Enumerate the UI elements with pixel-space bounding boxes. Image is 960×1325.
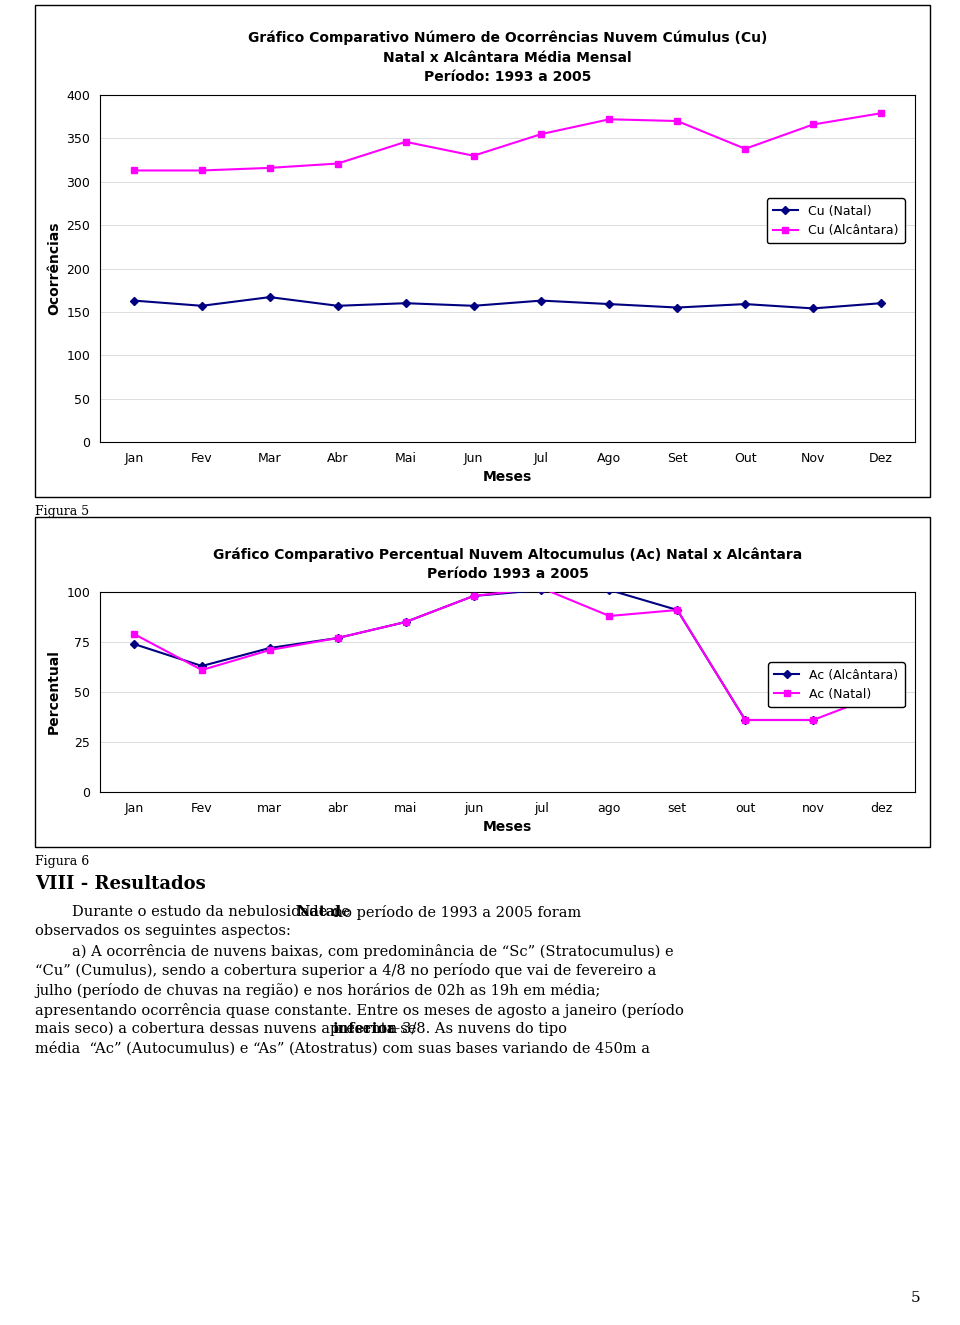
Text: a 3/8. As nuvens do tipo: a 3/8. As nuvens do tipo [384, 1022, 567, 1036]
Y-axis label: Percentual: Percentual [47, 649, 60, 734]
Text: Natal: Natal [297, 905, 342, 920]
Text: inferior: inferior [332, 1022, 396, 1036]
Text: VIII - Resultados: VIII - Resultados [35, 874, 205, 893]
Text: mais seco) a cobertura dessas nuvens apresenta-se: mais seco) a cobertura dessas nuvens apr… [35, 1022, 421, 1036]
Text: Figura 5: Figura 5 [35, 505, 89, 518]
Text: a) A ocorrência de nuvens baixas, com predominância de “Sc” (Stratocumulus) e: a) A ocorrência de nuvens baixas, com pr… [35, 943, 674, 959]
Text: julho (período de chuvas na região) e nos horários de 02h as 19h em média;: julho (período de chuvas na região) e no… [35, 983, 600, 998]
Text: 5: 5 [910, 1291, 920, 1305]
Text: apresentando ocorrência quase constante. Entre os meses de agosto a janeiro (per: apresentando ocorrência quase constante.… [35, 1003, 684, 1018]
X-axis label: Meses: Meses [483, 470, 532, 484]
Text: média  “Ac” (Autocumulus) e “As” (Atostratus) com suas bases variando de 450m a: média “Ac” (Autocumulus) e “As” (Atostra… [35, 1041, 650, 1056]
Title: Gráfico Comparativo Número de Ocorrências Nuvem Cúmulus (Cu)
Natal x Alcântara M: Gráfico Comparativo Número de Ocorrência… [248, 30, 767, 83]
Text: observados os seguintes aspectos:: observados os seguintes aspectos: [35, 925, 291, 938]
Legend: Ac (Alcântara), Ac (Natal): Ac (Alcântara), Ac (Natal) [768, 662, 904, 708]
Text: “Cu” (Cumulus), sendo a cobertura superior a 4/8 no período que vai de fevereiro: “Cu” (Cumulus), sendo a cobertura superi… [35, 963, 657, 978]
Text: Figura 6: Figura 6 [35, 855, 89, 868]
Y-axis label: Ocorrências: Ocorrências [47, 221, 60, 315]
X-axis label: Meses: Meses [483, 820, 532, 835]
Text: Durante o estudo da nebulosidade de: Durante o estudo da nebulosidade de [35, 905, 354, 920]
Text: no período de 1993 a 2005 foram: no período de 1993 a 2005 foram [329, 905, 581, 920]
Title: Gráfico Comparativo Percentual Nuvem Altocumulus (Ac) Natal x Alcântara
Período : Gráfico Comparativo Percentual Nuvem Alt… [213, 547, 803, 582]
Legend: Cu (Natal), Cu (Alcântara): Cu (Natal), Cu (Alcântara) [767, 199, 904, 244]
